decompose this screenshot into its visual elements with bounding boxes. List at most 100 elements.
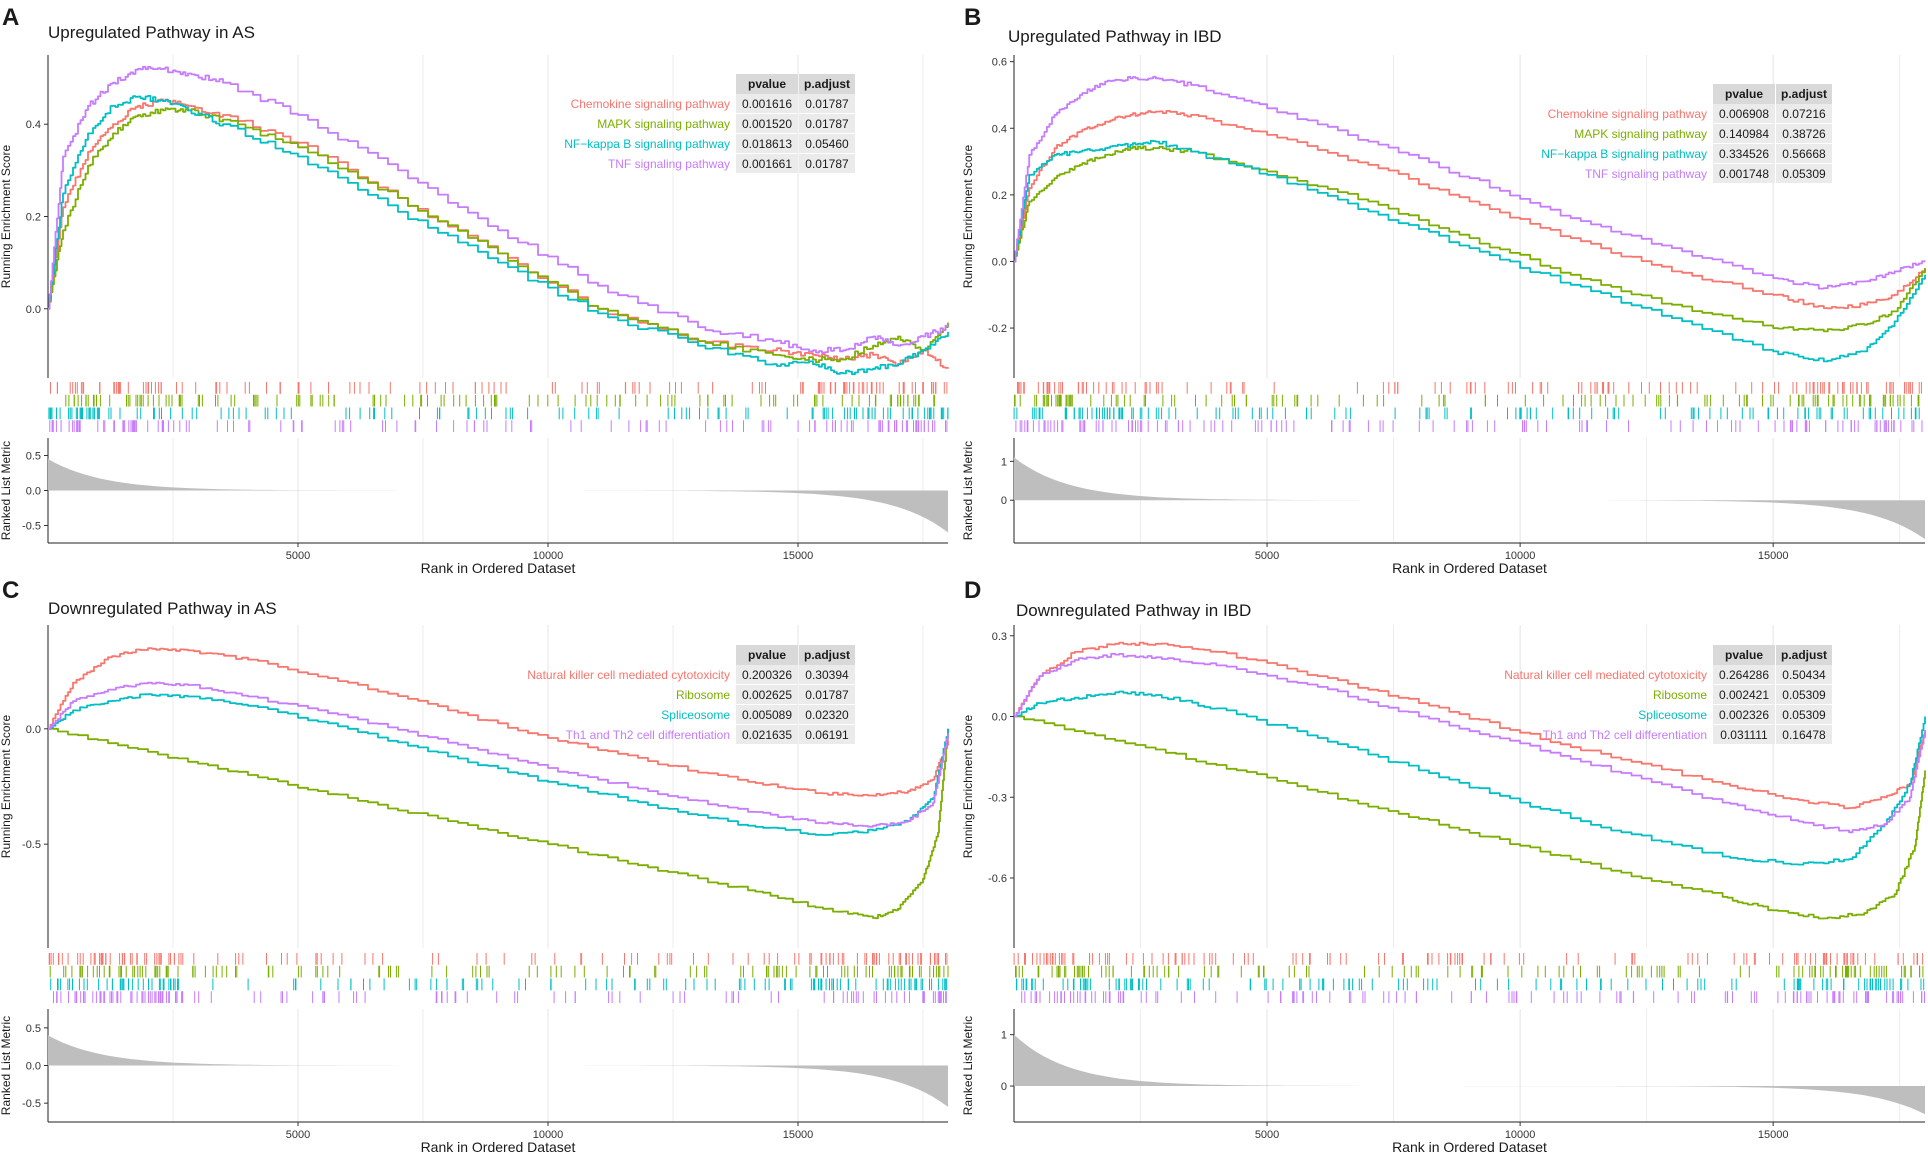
- metric-axis-label: Ranked List Metric: [961, 441, 975, 540]
- pvalue-cell: 0.031111: [1720, 728, 1768, 742]
- table-cell: [1776, 665, 1832, 684]
- legend-entry: Th1 and Th2 cell differentiation: [566, 728, 730, 742]
- padjust-cell: 0.16478: [1782, 728, 1826, 742]
- y-tick-label: 0.0: [992, 256, 1007, 268]
- panel-b: B Upregulated Pathway in IBD -0.2 0.0 0.2 0.4…: [961, 4, 1926, 576]
- legend-entry: MAPK signaling pathway: [1574, 127, 1707, 141]
- table-header-pvalue: pvalue: [748, 648, 786, 662]
- y-tick-label: -0.3: [988, 792, 1007, 804]
- pvalue-cell: 0.001616: [742, 97, 792, 111]
- pvalue-cell: 0.140984: [1719, 127, 1769, 141]
- series-line-red: [1014, 641, 1926, 810]
- series-line-red: [1014, 110, 1926, 310]
- legend-entry: Natural killer cell mediated cytotoxicit…: [527, 668, 730, 682]
- padjust-cell: 0.05309: [1782, 708, 1826, 722]
- series-line-purple: [1014, 75, 1926, 290]
- metric-tick-label: 0.5: [26, 1023, 41, 1035]
- padjust-cell: 0.01787: [805, 97, 849, 111]
- panel-label: B: [964, 4, 981, 31]
- panel-d: D Downregulated Pathway in IBD -0.6 -0.3 0.0…: [961, 577, 1926, 1154]
- table-cell: [799, 725, 855, 744]
- table-header-cell: [1776, 645, 1832, 665]
- x-tick-label: 5000: [286, 550, 310, 562]
- table-cell: [736, 94, 798, 113]
- x-tick-label: 15000: [783, 550, 814, 562]
- legend-entry: TNF signaling pathway: [1585, 167, 1707, 181]
- legend-entry: MAPK signaling pathway: [597, 117, 730, 131]
- table-header-padjust: p.adjust: [804, 648, 850, 662]
- series-line-cyan: [1014, 690, 1926, 866]
- table-cell: [1713, 144, 1775, 163]
- table-cell: [799, 94, 855, 113]
- gene-hit-rug: [48, 953, 949, 1003]
- table-cell: [736, 705, 798, 724]
- table-header-cell: [736, 74, 798, 94]
- metric-tick-label: 0.0: [26, 486, 41, 498]
- pvalue-table: pvalue p.adjust Chemokine signaling pathwa…: [564, 74, 855, 173]
- metric-tick-label: 1: [1001, 1030, 1007, 1042]
- table-cell: [799, 134, 855, 153]
- series-line-purple: [1014, 652, 1926, 834]
- metric-tick-label: -0.5: [22, 521, 41, 533]
- legend-entry: NF−kappa B signaling pathway: [1541, 147, 1707, 161]
- pvalue-cell: 0.002326: [1719, 708, 1769, 722]
- panel-a: A Upregulated Pathway in AS 0.0 0.2 0.4 Runni…: [0, 4, 949, 576]
- table-cell: [799, 114, 855, 133]
- panel-label: C: [2, 577, 19, 604]
- metric-tick-label: 0: [1001, 1081, 1007, 1093]
- padjust-cell: 0.05309: [1782, 167, 1826, 181]
- table-cell: [736, 685, 798, 704]
- pvalue-cell: 0.002421: [1719, 688, 1769, 702]
- legend-entry: Spliceosome: [661, 708, 730, 722]
- y-tick-label: 0.2: [992, 190, 1007, 202]
- table-header-pvalue: pvalue: [1725, 87, 1763, 101]
- gene-hit-rug: [1013, 953, 1925, 1003]
- metric-tick-label: 0: [1001, 495, 1007, 507]
- padjust-cell: 0.38726: [1782, 127, 1826, 141]
- series-line-red: [48, 98, 949, 369]
- padjust-cell: 0.30394: [805, 668, 849, 682]
- table-cell: [736, 114, 798, 133]
- pvalue-cell: 0.264286: [1719, 668, 1769, 682]
- series-line-red: [48, 647, 949, 797]
- pvalue-cell: 0.001748: [1719, 167, 1769, 181]
- pvalue-cell: 0.006908: [1719, 107, 1769, 121]
- table-cell: [799, 665, 855, 684]
- table-cell: [1713, 104, 1775, 123]
- padjust-cell: 0.02320: [805, 708, 849, 722]
- table-cell: [1776, 124, 1832, 143]
- table-cell: [1713, 685, 1775, 704]
- table-cell: [736, 154, 798, 173]
- ranked-metric-area: [48, 1035, 948, 1107]
- table-cell: [1776, 104, 1832, 123]
- table-cell: [1776, 725, 1832, 744]
- series-line-green: [48, 727, 949, 920]
- legend-entry: Spliceosome: [1638, 708, 1707, 722]
- x-axis-label: Rank in Ordered Dataset: [1392, 560, 1547, 576]
- panel-label: D: [964, 577, 981, 604]
- y-tick-label: 0.4: [992, 123, 1007, 135]
- x-tick-label: 5000: [1255, 550, 1279, 562]
- x-tick-label: 15000: [783, 1129, 814, 1141]
- padjust-cell: 0.01787: [805, 157, 849, 171]
- y-tick-label: 0.0: [26, 724, 41, 736]
- y-axis-label: Running Enrichment Score: [0, 144, 13, 288]
- table-header-pvalue: pvalue: [1725, 648, 1763, 662]
- x-tick-label: 15000: [1758, 550, 1789, 562]
- table-cell: [799, 705, 855, 724]
- padjust-cell: 0.01787: [805, 117, 849, 131]
- x-tick-label: 10000: [533, 1129, 564, 1141]
- pvalue-cell: 0.334526: [1719, 147, 1769, 161]
- series-line-cyan: [48, 95, 949, 376]
- x-axis-label: Rank in Ordered Dataset: [1392, 1139, 1547, 1154]
- y-axis-label: Running Enrichment Score: [0, 714, 13, 858]
- y-tick-label: 0.3: [992, 631, 1007, 643]
- series-line-green: [1014, 145, 1926, 333]
- legend-entry: Chemokine signaling pathway: [571, 97, 730, 111]
- y-tick-label: -0.5: [22, 839, 41, 851]
- x-axis-label: Rank in Ordered Dataset: [421, 1139, 576, 1154]
- table-cell: [1713, 164, 1775, 183]
- table-header-cell: [736, 645, 798, 665]
- metric-axis-label: Ranked List Metric: [0, 441, 13, 540]
- padjust-cell: 0.01787: [805, 688, 849, 702]
